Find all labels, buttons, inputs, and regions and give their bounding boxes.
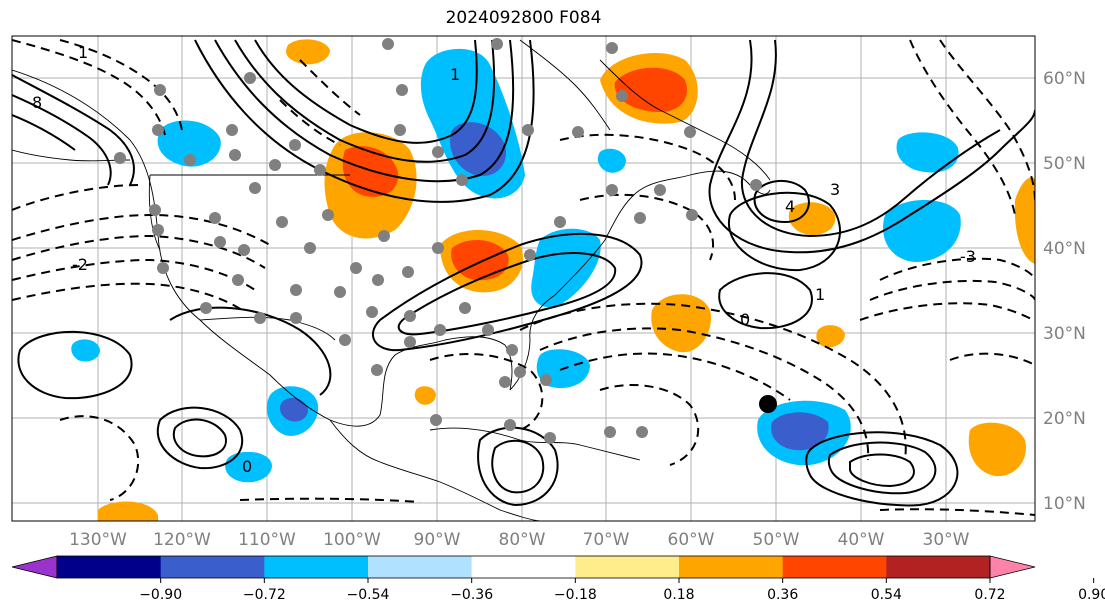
contour-label: -3	[960, 247, 976, 266]
warm-anomaly-small-1	[286, 39, 330, 65]
colorbar-low-extend	[11, 555, 58, 579]
lon-label: 80°W	[499, 530, 546, 550]
lon-label: 60°W	[668, 530, 715, 550]
contour-label: 8	[32, 93, 42, 112]
contour-lines-negative	[12, 39, 1035, 516]
lon-label: 120°W	[153, 530, 211, 550]
contour-label: 1	[815, 285, 825, 304]
cold-anomaly-tropical-atlantic-core	[771, 412, 829, 451]
lat-label: 50°N	[1043, 154, 1086, 174]
contour-label: 1	[78, 43, 88, 62]
lon-label: 30°W	[923, 530, 970, 550]
colorbar-segment	[886, 556, 991, 578]
cold-anomaly-mexico-core	[280, 397, 308, 422]
colorbar-segment	[264, 556, 369, 578]
colorbar-tick-label: 0.90	[1078, 587, 1105, 603]
grid-lines	[12, 36, 1035, 521]
colorbar-tick-label: 0.18	[663, 587, 694, 603]
cold-anomaly-pacific	[157, 120, 221, 167]
lon-label: 50°W	[753, 530, 800, 550]
warm-anomaly-small-4	[816, 325, 845, 348]
lon-label: 90°W	[414, 530, 461, 550]
cold-anomaly-north-atlantic	[896, 132, 959, 173]
cold-anomaly-small-2	[225, 451, 272, 483]
contour-label: 4	[785, 197, 795, 216]
contour-label: 0	[242, 457, 252, 476]
warm-anomaly-atlantic-2	[788, 202, 836, 236]
lat-label: 20°N	[1043, 409, 1086, 429]
colorbar-segment	[679, 556, 784, 578]
contour-label: 0	[740, 310, 750, 329]
lon-label: 70°W	[583, 530, 630, 550]
lon-label: 100°W	[323, 530, 381, 550]
colorbar-segment	[368, 556, 473, 578]
warm-anomaly-east	[1014, 177, 1035, 264]
contour-label-group: 1 1 0 1 3 4 8 0 -2 -3	[32, 43, 976, 476]
colorbar-tick-label: 0.72	[974, 587, 1005, 603]
cold-anomaly-small-1	[71, 339, 100, 362]
colorbar-tick-label: −0.36	[450, 587, 493, 603]
warm-anomaly-small-2	[98, 501, 158, 521]
map-frame	[11, 35, 1036, 522]
colorbar-segment	[782, 556, 887, 578]
warm-anomaly-labrador-core	[614, 67, 688, 112]
lon-label: 130°W	[69, 530, 127, 550]
colorbar: −0.90 −0.72 −0.54 −0.36 −0.18 0.18 0.36 0.54 0.7…	[11, 555, 1105, 603]
colorbar-outline	[56, 555, 991, 579]
colorbar-tick-label: −0.72	[243, 587, 286, 603]
longitude-labels: 130°W 120°W 110°W 100°W 90°W 80°W 70°W 6…	[69, 530, 970, 550]
warm-anomaly-ohio-core	[451, 239, 509, 281]
coastlines	[12, 39, 771, 521]
colorbar-segment	[575, 556, 680, 578]
shaded-anomalies	[71, 39, 1035, 521]
colorbar-segment	[471, 556, 576, 578]
map-title: 2024092800 F084	[445, 8, 602, 28]
contour-label: -2	[72, 255, 88, 274]
warm-anomaly-plains-core	[342, 146, 399, 197]
cold-anomaly-midatlantic	[531, 228, 601, 308]
warm-anomaly-atlantic-1	[651, 294, 711, 353]
colorbar-tick-label: 0.36	[767, 587, 798, 603]
cold-anomaly-central-atlantic	[883, 200, 961, 262]
station-dots	[114, 38, 762, 444]
colorbar-high-extend	[989, 555, 1036, 579]
contour-lines	[12, 39, 1035, 507]
latitude-labels: 60°N 50°N 40°N 30°N 20°N 10°N	[1043, 69, 1086, 514]
lat-label: 10°N	[1043, 494, 1086, 514]
cold-anomaly-canada-core	[450, 122, 506, 176]
colorbar-tick-label: −0.18	[554, 587, 597, 603]
colorbar-tick-label: 0.54	[871, 587, 902, 603]
cold-anomaly-small-4	[597, 148, 626, 173]
contour-label: 3	[830, 180, 840, 199]
lon-label: 110°W	[238, 530, 296, 550]
storm-marker	[759, 395, 777, 413]
lon-label: 40°W	[838, 530, 885, 550]
warm-anomaly-southeast	[968, 422, 1026, 477]
colorbar-segment	[160, 556, 265, 578]
contour-label: 1	[450, 65, 460, 84]
colorbar-tick-label: −0.54	[347, 587, 390, 603]
colorbar-segment	[57, 556, 162, 578]
lat-label: 40°N	[1043, 239, 1086, 259]
warm-anomaly-small-3	[414, 386, 436, 405]
colorbar-tick-label: −0.90	[139, 587, 182, 603]
lat-label: 30°N	[1043, 324, 1086, 344]
lat-label: 60°N	[1043, 69, 1086, 89]
